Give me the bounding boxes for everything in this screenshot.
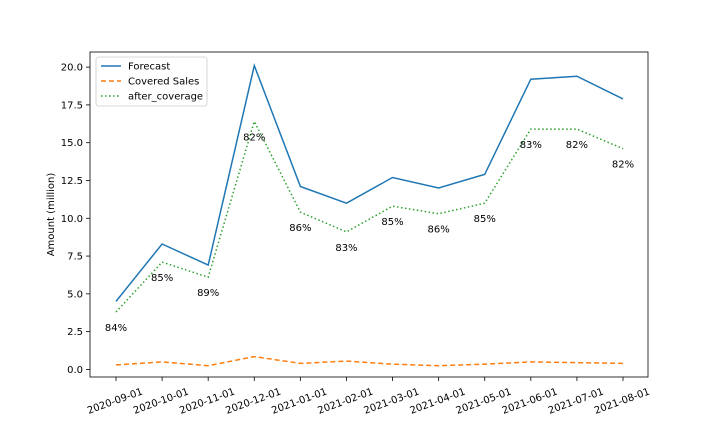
plot-frame bbox=[89, 51, 649, 378]
coverage-percent-label: 86% bbox=[289, 223, 311, 234]
coverage-percent-label: 89% bbox=[197, 288, 219, 299]
legend-entry: Forecast bbox=[128, 62, 170, 73]
x-axis: 2020-09-012020-10-012020-11-012020-12-01… bbox=[86, 377, 651, 417]
legend-box bbox=[95, 56, 208, 107]
coverage-percent-label: 82% bbox=[612, 160, 634, 171]
legend-entry: after_coverage bbox=[128, 92, 203, 103]
coverage-percent-label: 82% bbox=[243, 133, 265, 144]
y-axis-label: Amount (million) bbox=[46, 173, 57, 257]
coverage-percent-label: 83% bbox=[335, 243, 357, 254]
series-layer bbox=[115, 63, 624, 367]
y-tick-label: 2.5 bbox=[67, 327, 83, 338]
coverage-percent-label: 83% bbox=[520, 140, 542, 151]
y-tick-label: 5.0 bbox=[67, 289, 83, 300]
y-tick-label: 0.0 bbox=[67, 365, 83, 376]
y-axis: 0.0 2.5 5.0 7.5 10.0 12.5 15.0 17.5 20.0 bbox=[61, 63, 90, 376]
series-line-after-coverage bbox=[115, 119, 624, 313]
coverage-percent-label: 82% bbox=[566, 140, 588, 151]
legend: Forecast Covered Sales after_coverage bbox=[95, 56, 208, 107]
coverage-percent-label: 85% bbox=[474, 214, 496, 225]
y-tick-label: 12.5 bbox=[61, 176, 83, 187]
coverage-percent-label: 84% bbox=[105, 323, 127, 334]
y-tick-label: 20.0 bbox=[61, 63, 83, 74]
legend-entry: Covered Sales bbox=[128, 77, 199, 88]
coverage-percent-label: 85% bbox=[151, 273, 173, 284]
y-tick-label: 17.5 bbox=[61, 100, 83, 111]
y-tick-label: 15.0 bbox=[61, 138, 83, 149]
y-tick-label: 10.0 bbox=[61, 214, 83, 225]
series-line-covered-sales bbox=[115, 355, 624, 367]
series-line-forecast bbox=[115, 63, 624, 302]
coverage-percent-label: 86% bbox=[428, 225, 450, 236]
annotations: 84% 85% 89% 82% 86% 83% 85% 86% 85% 83% 82% 82% bbox=[105, 133, 634, 334]
y-tick-label: 7.5 bbox=[67, 252, 83, 263]
coverage-percent-label: 85% bbox=[381, 217, 403, 228]
